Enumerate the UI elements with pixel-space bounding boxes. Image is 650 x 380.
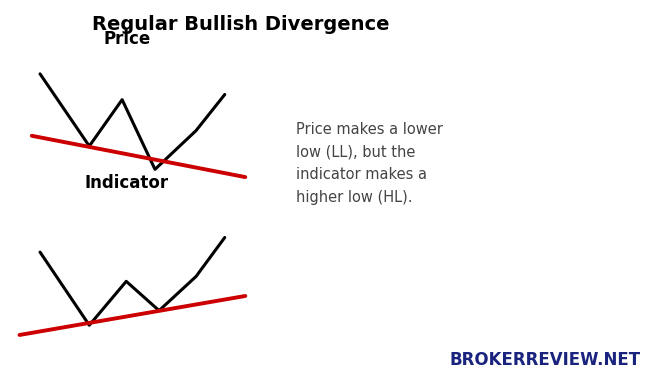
Text: Price: Price: [103, 30, 150, 48]
Text: Indicator: Indicator: [84, 174, 169, 192]
Text: Regular Bullish Divergence: Regular Bullish Divergence: [92, 15, 389, 34]
Text: Price makes a lower
low (LL), but the
indicator makes a
higher low (HL).: Price makes a lower low (LL), but the in…: [296, 122, 443, 205]
Text: BROKERREVIEW.NET: BROKERREVIEW.NET: [449, 351, 640, 369]
